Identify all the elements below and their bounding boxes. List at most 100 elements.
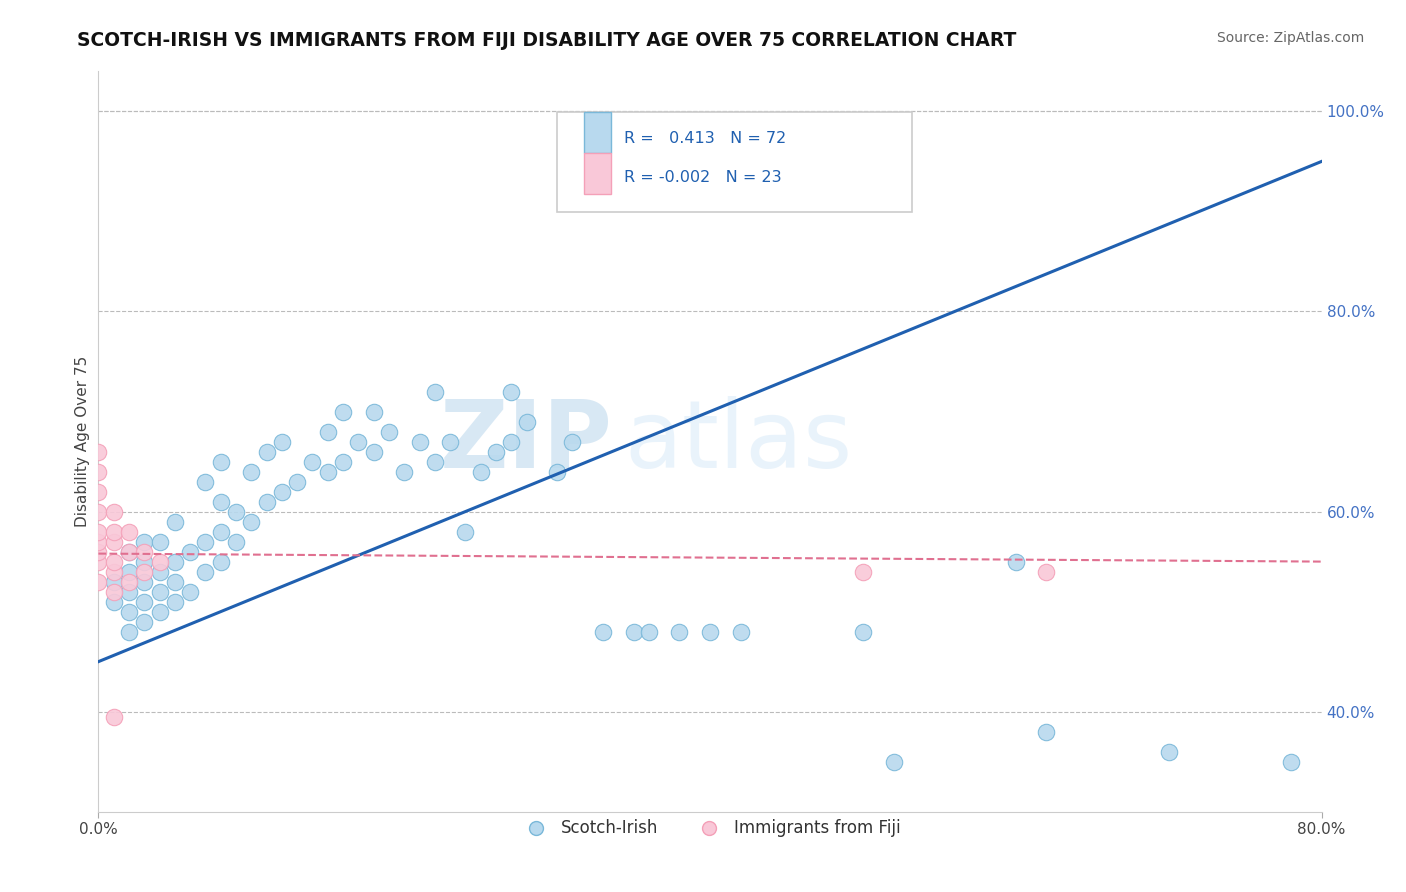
- Text: R = -0.002   N = 23: R = -0.002 N = 23: [624, 169, 782, 185]
- Point: [256, 444, 278, 458]
- Point: [454, 524, 477, 539]
- Point: [134, 594, 156, 608]
- Point: [118, 544, 141, 558]
- Text: atlas: atlas: [624, 395, 852, 488]
- Point: [149, 605, 172, 619]
- Point: [103, 594, 125, 608]
- Point: [1157, 745, 1180, 759]
- Bar: [583, 153, 612, 194]
- Point: [87, 505, 110, 519]
- Point: [103, 505, 125, 519]
- Point: [134, 534, 156, 549]
- Point: [240, 465, 263, 479]
- Point: [699, 624, 721, 639]
- Point: [179, 584, 201, 599]
- Point: [149, 565, 172, 579]
- Point: [332, 454, 354, 468]
- Point: [149, 584, 172, 599]
- Point: [561, 434, 583, 449]
- Point: [623, 624, 645, 639]
- Point: [87, 544, 110, 558]
- Point: [332, 404, 354, 418]
- Point: [103, 524, 125, 539]
- Point: [225, 534, 247, 549]
- Point: [118, 624, 141, 639]
- Point: [285, 475, 308, 489]
- Y-axis label: Disability Age Over 75: Disability Age Over 75: [75, 356, 90, 527]
- Point: [883, 755, 905, 769]
- Point: [730, 624, 752, 639]
- Point: [118, 524, 141, 539]
- Point: [87, 444, 110, 458]
- Point: [134, 565, 156, 579]
- Point: [546, 465, 568, 479]
- Point: [118, 544, 141, 558]
- Point: [134, 615, 156, 629]
- Point: [501, 434, 523, 449]
- Point: [347, 434, 370, 449]
- Point: [316, 425, 339, 439]
- Point: [118, 574, 141, 589]
- Point: [256, 494, 278, 508]
- Point: [423, 454, 446, 468]
- Point: [1004, 555, 1026, 569]
- Point: [118, 605, 141, 619]
- Point: [1035, 724, 1057, 739]
- Point: [163, 515, 186, 529]
- Bar: [583, 112, 612, 153]
- Point: [87, 484, 110, 499]
- Point: [87, 534, 110, 549]
- FancyBboxPatch shape: [557, 112, 912, 212]
- Point: [134, 544, 156, 558]
- Point: [852, 624, 875, 639]
- Point: [408, 434, 430, 449]
- Point: [209, 494, 232, 508]
- Text: SCOTCH-IRISH VS IMMIGRANTS FROM FIJI DISABILITY AGE OVER 75 CORRELATION CHART: SCOTCH-IRISH VS IMMIGRANTS FROM FIJI DIS…: [77, 31, 1017, 50]
- Point: [134, 574, 156, 589]
- Point: [1279, 755, 1302, 769]
- Text: ZIP: ZIP: [439, 395, 612, 488]
- Point: [103, 534, 125, 549]
- Point: [87, 574, 110, 589]
- Point: [301, 454, 323, 468]
- Point: [118, 565, 141, 579]
- Point: [316, 465, 339, 479]
- Point: [668, 624, 690, 639]
- Point: [592, 624, 614, 639]
- Point: [485, 444, 508, 458]
- Point: [134, 555, 156, 569]
- Point: [516, 415, 538, 429]
- Point: [103, 584, 125, 599]
- Point: [149, 555, 172, 569]
- Point: [423, 384, 446, 399]
- Point: [163, 555, 186, 569]
- Point: [240, 515, 263, 529]
- Point: [225, 505, 247, 519]
- Point: [209, 555, 232, 569]
- Text: R =   0.413   N = 72: R = 0.413 N = 72: [624, 130, 786, 145]
- Point: [163, 574, 186, 589]
- Point: [363, 444, 385, 458]
- Point: [270, 484, 292, 499]
- Point: [470, 465, 492, 479]
- Point: [209, 454, 232, 468]
- Point: [103, 555, 125, 569]
- Point: [392, 465, 416, 479]
- Point: [87, 465, 110, 479]
- Point: [194, 565, 217, 579]
- Point: [149, 534, 172, 549]
- Point: [439, 434, 461, 449]
- Point: [194, 534, 217, 549]
- Point: [852, 565, 875, 579]
- Point: [163, 594, 186, 608]
- Point: [103, 565, 125, 579]
- Point: [637, 624, 661, 639]
- Point: [363, 404, 385, 418]
- Text: Source: ZipAtlas.com: Source: ZipAtlas.com: [1216, 31, 1364, 45]
- Point: [194, 475, 217, 489]
- Point: [179, 544, 201, 558]
- Point: [501, 384, 523, 399]
- Point: [270, 434, 292, 449]
- Point: [103, 574, 125, 589]
- Point: [87, 555, 110, 569]
